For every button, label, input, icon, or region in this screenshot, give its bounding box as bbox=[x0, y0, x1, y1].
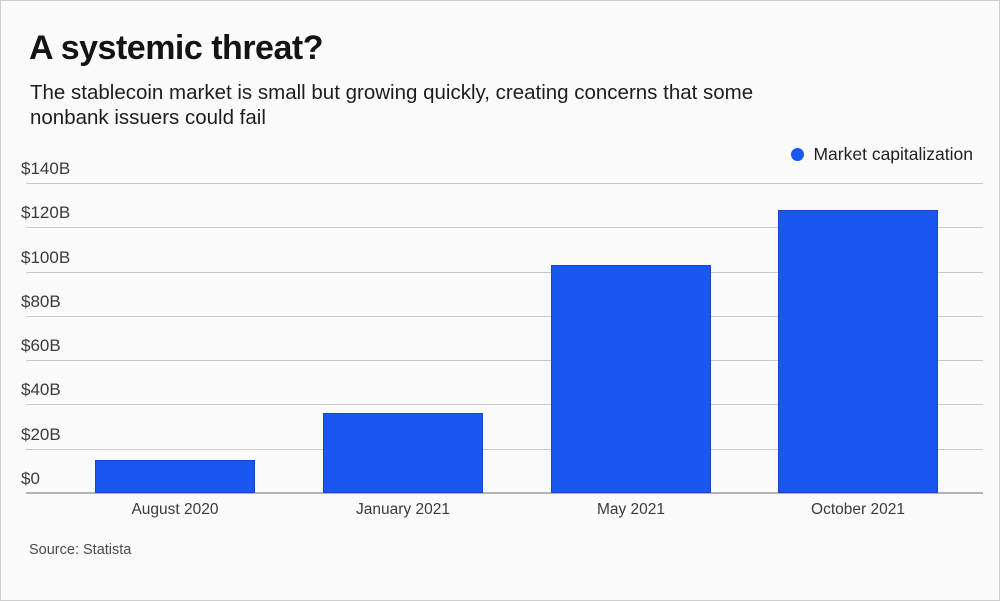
chart-subtitle: The stablecoin market is small but growi… bbox=[30, 80, 753, 130]
legend-dot-icon bbox=[791, 148, 805, 161]
chart-legend: Market capitalization bbox=[791, 144, 973, 165]
gridline bbox=[26, 448, 983, 450]
chart-subtitle-line-2: nonbank issuers could fail bbox=[30, 106, 266, 129]
x-axis-tick-label: October 2021 bbox=[811, 501, 905, 518]
x-axis-baseline bbox=[26, 492, 983, 494]
x-axis-tick-label: August 2020 bbox=[131, 501, 219, 518]
bar-october-2021 bbox=[778, 209, 938, 493]
y-axis-tick-label: $60B bbox=[21, 336, 61, 356]
y-axis-tick-label: $80B bbox=[21, 291, 61, 311]
gridline bbox=[26, 183, 983, 184]
y-axis-tick-label: $40B bbox=[21, 380, 61, 400]
gridline bbox=[26, 315, 983, 317]
chart-subtitle-line-1: The stablecoin market is small but growi… bbox=[30, 81, 754, 104]
source-attribution: Source: Statista bbox=[29, 542, 132, 558]
bar-january-2021 bbox=[323, 413, 483, 493]
page-title: A systemic threat? bbox=[29, 29, 323, 67]
y-axis-tick-label: $100B bbox=[21, 247, 71, 267]
bar-may-2021 bbox=[551, 264, 711, 493]
bar-august-2020 bbox=[95, 459, 255, 493]
y-axis-tick-label: $140B bbox=[21, 159, 71, 178]
y-axis-tick-label: $20B bbox=[21, 424, 61, 444]
gridline bbox=[26, 271, 983, 273]
y-axis-tick-label: $0 bbox=[21, 469, 40, 488]
legend-label: Market capitalization bbox=[813, 144, 973, 164]
gridline bbox=[26, 404, 983, 406]
x-axis-tick-label: January 2021 bbox=[356, 501, 450, 518]
x-axis-tick-label: May 2021 bbox=[596, 501, 666, 518]
gridline bbox=[26, 360, 983, 362]
y-axis-tick-label: $120B bbox=[21, 203, 71, 223]
gridline bbox=[26, 227, 983, 229]
